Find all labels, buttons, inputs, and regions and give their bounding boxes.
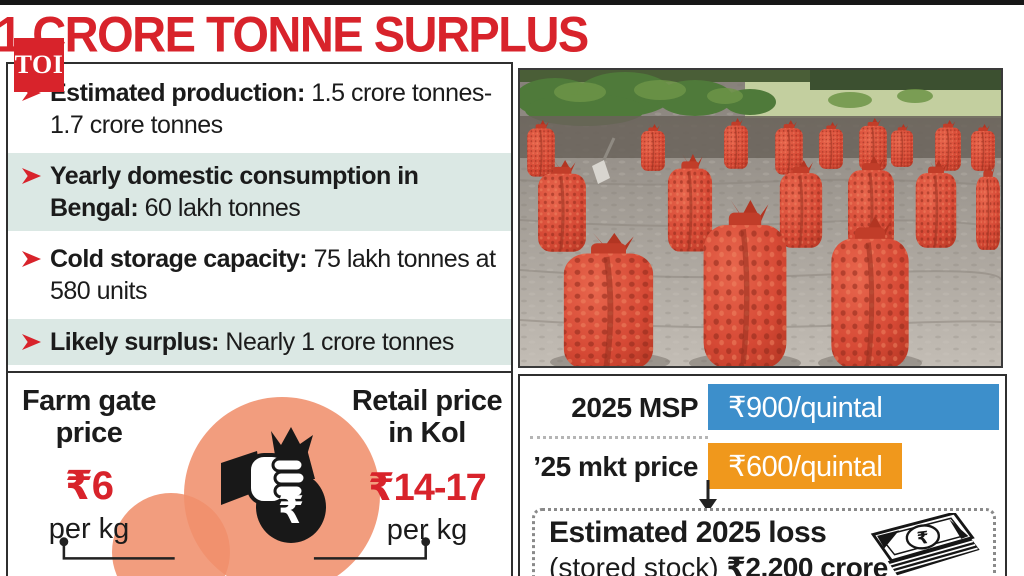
down-arrow-icon	[699, 480, 717, 512]
facts-list: Estimated production: 1.5 crore tonnes-1…	[8, 64, 511, 371]
price-connector-lines	[59, 537, 431, 560]
toi-logo-text: TOI	[14, 50, 64, 79]
fact-text: Yearly domestic consumption in Bengal: 6…	[50, 160, 499, 224]
farm-gate-price-block: Farm gate price ₹6 per kg	[14, 385, 164, 546]
retail-price-block: Retail price in Kol ₹14-17 per kg	[346, 385, 508, 547]
top-border-bar	[0, 0, 1024, 5]
field-photo-illustration	[520, 70, 1001, 366]
rupee-banknotes-icon: ₹	[870, 513, 980, 576]
rupee-glyph: ₹	[278, 490, 304, 532]
mkt-price-label: ’25 mkt price	[533, 451, 698, 482]
fact-row-consumption: Yearly domestic consumption in Bengal: 6…	[8, 153, 511, 231]
msp-bar-2025-value: ₹900/quintal	[728, 391, 883, 424]
retail-price-value: ₹14-17	[368, 467, 487, 509]
fact-label: Cold storage capacity:	[50, 245, 308, 273]
toi-logo: TOI	[14, 38, 64, 92]
mkt-price-bar-2025: ₹600/quintal	[708, 443, 902, 489]
retail-price-label: Retail price in Kol	[351, 385, 503, 449]
msp-bar-2025: ₹900/quintal	[708, 384, 999, 430]
rupee-glyph: ₹	[916, 528, 930, 548]
msp-panel: 2025 MSP ₹900/quintal ’25 mkt price ₹600…	[518, 374, 1007, 576]
rupee-money-bag-icon: ₹	[221, 427, 326, 543]
farm-price-unit: per kg	[48, 513, 130, 545]
loss-detail-prefix: (stored stock)	[549, 552, 727, 576]
loss-amount: ₹2,200 crore	[726, 552, 888, 576]
facts-panel: Estimated production: 1.5 crore tonnes-1…	[6, 62, 513, 576]
dotted-separator	[530, 436, 708, 439]
msp-2025-label: 2025 MSP	[571, 392, 698, 423]
fact-text: Likely surplus: Nearly 1 crore tonnes	[50, 326, 454, 358]
fact-row-cold-storage: Cold storage capacity: 75 lakh tonnes at…	[8, 236, 511, 314]
fact-value: Nearly 1 crore tonnes	[225, 328, 454, 356]
shovel	[592, 137, 616, 184]
farm-price-value: ₹6	[64, 464, 114, 508]
price-panel: ₹ Farm gate price ₹6 per kg	[8, 371, 511, 576]
fact-text: Estimated production: 1.5 crore tonnes-1…	[50, 77, 499, 141]
headline: 1 CRORE TONNE SURPLUS	[0, 6, 589, 63]
fact-label: Yearly domestic consumption in Bengal:	[50, 162, 419, 222]
red-arrow-bullet-icon	[22, 251, 41, 267]
fact-row-surplus: Likely surplus: Nearly 1 crore tonnes	[8, 319, 511, 365]
loss-title: Estimated 2025 loss	[549, 516, 827, 549]
vegetation	[520, 70, 1001, 158]
loss-detail: (stored stock) ₹2,200 crore	[549, 551, 979, 576]
mkt-price-bar-value: ₹600/quintal	[728, 450, 883, 483]
red-arrow-bullet-icon	[22, 168, 41, 184]
retail-price-unit: per kg	[386, 514, 468, 546]
fact-value: 60 lakh tonnes	[144, 194, 301, 222]
farm-price-label: Farm gate price	[21, 385, 157, 449]
loss-box: Estimated 2025 loss (stored stock) ₹2,20…	[532, 508, 996, 576]
red-arrow-bullet-icon	[22, 334, 41, 350]
fact-text: Cold storage capacity: 75 lakh tonnes at…	[50, 243, 499, 307]
fact-value: 1.5 crore tonnes-1.7 crore tonnes	[50, 79, 492, 139]
fact-label: Likely surplus:	[50, 328, 219, 356]
fact-label: Estimated production:	[50, 79, 305, 107]
field-photo	[518, 68, 1003, 368]
fact-value: 75 lakh tonnes at 580 units	[50, 245, 496, 305]
fact-row-production: Estimated production: 1.5 crore tonnes-1…	[8, 70, 511, 148]
